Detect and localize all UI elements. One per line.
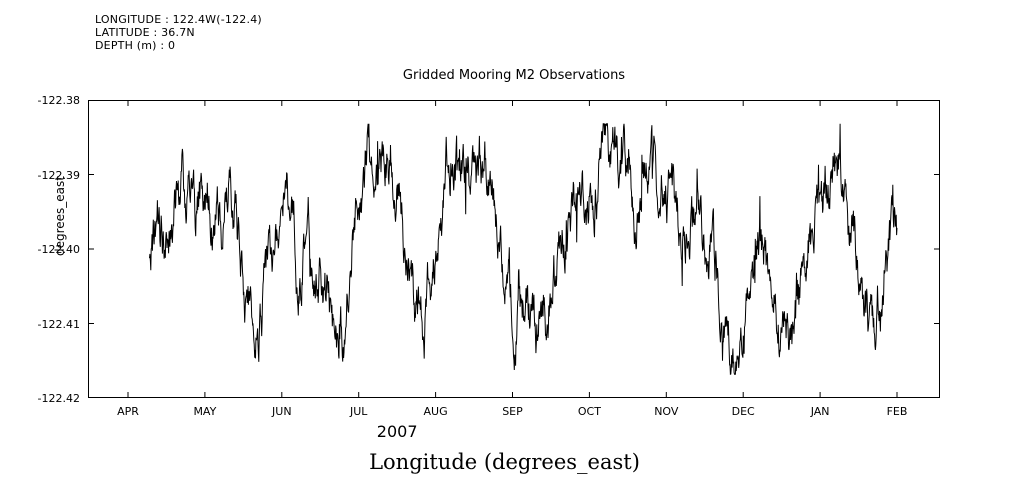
x-tick-label: JAN — [810, 405, 830, 418]
x-tick-label: SEP — [502, 405, 523, 418]
x-tick-label: JUN — [272, 405, 292, 418]
y-tick-label: -122.41 — [37, 317, 80, 331]
x-tick-label: MAY — [193, 405, 217, 418]
y-tick-label: -122.42 — [37, 392, 80, 405]
info-longitude: LONGITUDE : 122.4W(-122.4) — [95, 13, 262, 26]
y-tick-label: -122.39 — [37, 168, 80, 182]
x-tick-label: NOV — [654, 405, 679, 418]
x-axis-title: Longitude (degrees_east) — [369, 450, 640, 474]
y-tick-label: -122.38 — [37, 94, 80, 107]
x-tick-label: AUG — [423, 405, 448, 418]
info-latitude: LATITUDE : 36.7N — [95, 26, 195, 39]
header-info: LONGITUDE : 122.4W(-122.4) LATITUDE : 36… — [95, 13, 262, 52]
chart-title: Gridded Mooring M2 Observations — [402, 68, 626, 83]
info-depth: DEPTH (m) : 0 — [95, 39, 176, 52]
x-tick-label: DEC — [731, 405, 755, 418]
year-label: 2007 — [376, 422, 418, 441]
y-tick-label: -122.40 — [37, 243, 80, 256]
x-tick-label: JUL — [349, 405, 368, 418]
x-tick-label: APR — [117, 405, 139, 418]
x-tick-label: FEB — [886, 405, 908, 418]
plot-area — [88, 100, 940, 398]
longitude-series-line — [149, 123, 898, 375]
x-tick-label: OCT — [577, 405, 601, 418]
